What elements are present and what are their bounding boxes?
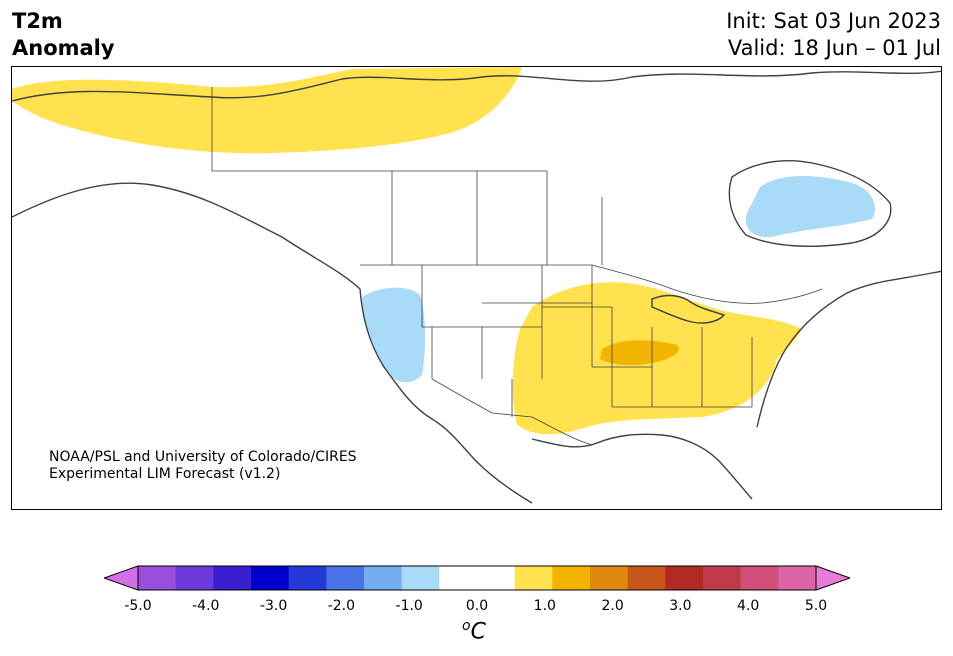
credit: NOAA/PSL and University of Colorado/CIRE… [49,449,357,483]
colorbar-cell [703,566,742,590]
colorbar-frame [137,565,817,591]
colorbar-cell [552,566,591,590]
colorbar-tick-label: -5.0 [124,598,152,614]
colorbar-cell [439,566,478,590]
great-lakes [651,294,726,324]
title-line-2: Anomaly [12,36,115,60]
coastline-atlantic [756,270,941,428]
colorbar-cell [778,566,817,590]
colorbar-unit: oC [462,618,486,644]
map-canvas [12,67,941,504]
init-date: Init: Sat 03 Jun 2023 [726,9,941,33]
colorbar-cell [665,566,704,590]
colorbar-tick-label: 2.0 [601,598,624,614]
colorbar-cell [288,566,327,590]
colorbar-extend-low [104,565,139,591]
colorbar-cell [401,566,440,590]
unit-celsius: C [470,619,486,645]
colorbar-cell [213,566,252,590]
coastline-pacific [12,182,533,504]
colorbar-cell [251,566,290,590]
colorbar-tick-label: 3.0 [669,598,692,614]
colorbar-tick-label: -1.0 [395,598,423,614]
anomaly-map: NOAA/PSL and University of Colorado/CIRE… [11,66,942,510]
colorbar-cell [590,566,629,590]
hudson-bay-shore [728,160,892,247]
colorbar-cell [326,566,365,590]
colorbar-tick-label: -2.0 [327,598,356,614]
colorbar-cell [364,566,403,590]
us-canada-border [360,264,823,304]
colorbar-tick-label: -4.0 [192,598,220,614]
cool-anomaly-west [361,287,426,383]
colorbar-cells [138,566,817,590]
warm-anomaly-core [600,340,680,366]
colorbar-cell [627,566,666,590]
colorbar-cell [138,566,177,590]
colorbar [104,565,850,591]
forecast-dates: Init: Sat 03 Jun 2023 Valid: 18 Jun – 01… [726,8,941,62]
colorbar-tick-label: -3.0 [259,598,288,614]
us-mexico-border [431,378,593,446]
credit-line-1: NOAA/PSL and University of Colorado/CIRE… [49,449,357,465]
colorbar-cell [740,566,779,590]
credit-line-2: Experimental LIM Forecast (v1.2) [49,466,281,482]
colorbar-cell [175,566,214,590]
province-borders [211,87,603,265]
title-line-1: T2m [12,9,63,33]
cool-anomaly-hudson [745,176,876,238]
colorbar-tick-label: 0.0 [465,598,489,614]
colorbar-tick-label: 1.0 [533,598,556,614]
coastline-north [12,70,941,102]
colorbar-tick-label: 5.0 [804,598,828,614]
state-borders [421,265,753,417]
colorbar-extend-high [815,565,850,591]
colorbar-cell [514,566,553,590]
colorbar-cell [477,566,516,590]
unit-degree: o [462,618,471,634]
map-title: T2m Anomaly [12,8,115,62]
valid-range: Valid: 18 Jun – 01 Jul [727,36,941,60]
coastline-gulf [531,433,753,500]
warm-anomaly-north [12,67,522,154]
colorbar-tick-label: 4.0 [737,598,760,614]
